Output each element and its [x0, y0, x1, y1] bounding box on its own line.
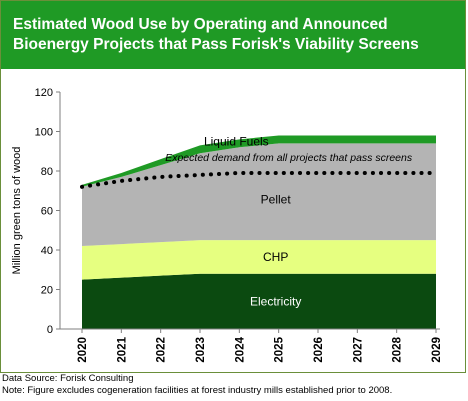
expected-demand-label: Expected demand from all projects that p…	[165, 152, 413, 164]
x-tick-label: 2025	[274, 336, 286, 362]
y-tick-label: 40	[41, 245, 53, 257]
x-tick-label: 2022	[156, 337, 168, 363]
area-pellet	[82, 143, 436, 247]
y-tick-label: 120	[35, 87, 53, 99]
y-tick-label: 20	[41, 285, 53, 297]
series-label-electricity: Electricity	[250, 294, 301, 308]
series-label-pellet: Pellet	[261, 192, 292, 206]
expected-demand-line	[80, 170, 438, 189]
y-tick-label: 80	[41, 166, 53, 178]
series-label-liquid-fuels: Liquid Fuels	[204, 134, 269, 148]
x-tick-label: 2028	[392, 336, 404, 362]
chart-title: Estimated Wood Use by Operating and Anno…	[13, 16, 419, 53]
area-chp	[82, 240, 436, 280]
y-axis-title: Million green tons of wood	[11, 147, 23, 275]
title-banner: Estimated Wood Use by Operating and Anno…	[1, 1, 465, 69]
x-tick-label: 2026	[313, 337, 325, 363]
chart-notes: Data Source: Forisk Consulting Note: Fig…	[2, 373, 392, 396]
x-tick-label: 2023	[195, 337, 207, 363]
chart-svg: Electricity CHP Pellet Liquid Fuels Expected…	[11, 87, 443, 363]
y-tick-label: 60	[41, 206, 53, 218]
x-tick-label: 2027	[352, 337, 364, 363]
y-tick-label: 0	[47, 324, 53, 336]
data-source-note: Data Source: Forisk Consulting	[2, 373, 134, 384]
x-tick-label: 2024	[234, 336, 246, 362]
chart-frame	[0, 0, 466, 373]
area-electricity	[82, 273, 436, 329]
x-tick-label: 2029	[431, 337, 443, 363]
y-tick-label: 100	[35, 127, 53, 139]
x-tick-label: 2020	[77, 337, 89, 363]
x-tick-label: 2021	[116, 336, 128, 362]
series-label-chp: CHP	[263, 250, 288, 264]
area-liquid-fuels	[82, 135, 436, 187]
exclusion-note: Note: Figure excludes cogeneration facil…	[2, 384, 393, 396]
chart-plot: Electricity CHP Pellet Liquid Fuels Expected…	[0, 70, 466, 372]
